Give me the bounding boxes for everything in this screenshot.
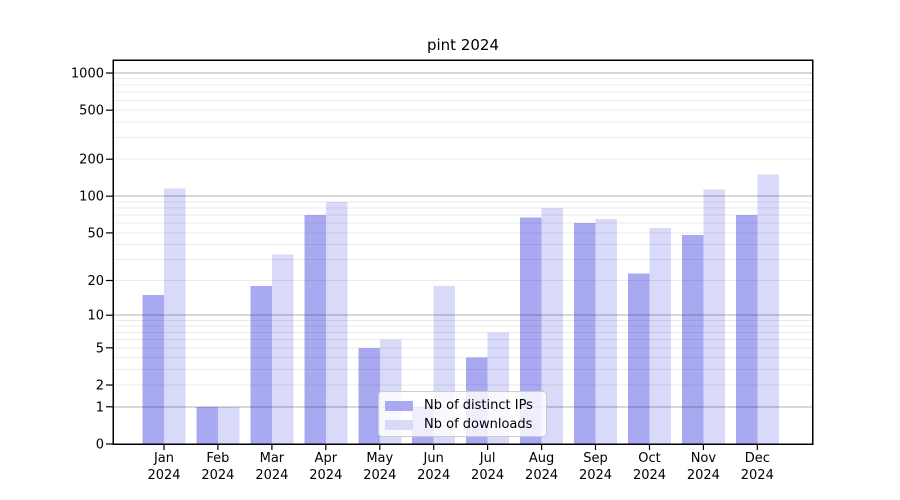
bar-distinct-ips-may (358, 347, 380, 444)
y-tick-label-1: 1 (96, 400, 104, 415)
bar-distinct-ips-jan (142, 295, 164, 444)
x-tick-label-year-oct: 2024 (633, 468, 666, 483)
bar-downloads-jan (164, 188, 186, 444)
bar-distinct-ips-feb (196, 406, 218, 444)
x-tick-label-year-aug: 2024 (525, 468, 558, 483)
legend-label-distinct-ips: Nb of distinct IPs (424, 398, 533, 413)
bar-downloads-oct (649, 227, 671, 444)
bar-distinct-ips-mar (250, 285, 272, 444)
x-tick-label-year-nov: 2024 (687, 468, 720, 483)
x-tick-label-year-jun: 2024 (417, 468, 450, 483)
y-tick-label-1000: 1000 (71, 67, 104, 82)
x-tick-label-jul: Jul (479, 451, 496, 466)
legend-swatch-distinct-ips (385, 400, 413, 411)
x-tick-label-year-jul: 2024 (471, 468, 504, 483)
y-tick-label-500: 500 (79, 104, 104, 119)
chart-title: pint 2024 (426, 36, 500, 54)
legend-item-distinct-ips: Nb of distinct IPs (385, 396, 546, 415)
y-tick-label-10: 10 (87, 309, 104, 324)
bar-distinct-ips-dec (735, 215, 758, 444)
bar-downloads-aug (541, 208, 564, 444)
x-tick-label-jan: Jan (153, 451, 174, 466)
bar-downloads-mar (271, 254, 294, 444)
legend: Nb of distinct IPs Nb of downloads (378, 391, 547, 437)
x-tick-label-sep: Sep (583, 451, 608, 466)
bar-distinct-ips-nov (681, 235, 704, 444)
x-tick-label-mar: Mar (260, 451, 285, 466)
x-tick-label-feb: Feb (206, 451, 229, 466)
bar-distinct-ips-oct (628, 273, 650, 444)
legend-swatch-downloads (385, 419, 413, 430)
bar-distinct-ips-sep (574, 223, 596, 444)
x-tick-label-dec: Dec (745, 451, 770, 466)
bar-downloads-dec (757, 174, 779, 444)
y-tick-label-20: 20 (87, 274, 104, 289)
legend-label-downloads: Nb of downloads (424, 417, 533, 432)
x-tick-label-year-dec: 2024 (741, 468, 774, 483)
bar-downloads-feb (217, 406, 240, 444)
x-tick-label-year-feb: 2024 (201, 468, 234, 483)
x-tick-label-may: May (366, 451, 393, 466)
x-tick-label-year-sep: 2024 (579, 468, 612, 483)
bar-downloads-sep (595, 219, 617, 444)
x-tick-label-oct: Oct (638, 451, 660, 466)
legend-item-downloads: Nb of downloads (385, 415, 546, 434)
bar-distinct-ips-aug (520, 217, 542, 444)
x-tick-label-jun: Jun (423, 451, 444, 466)
bar-downloads-nov (703, 189, 725, 444)
y-tick-label-5: 5 (96, 341, 104, 356)
x-tick-label-apr: Apr (315, 451, 338, 466)
x-tick-label-year-apr: 2024 (309, 468, 342, 483)
x-tick-label-year-mar: 2024 (255, 468, 288, 483)
x-tick-label-nov: Nov (691, 451, 717, 466)
y-tick-label-0: 0 (96, 438, 104, 453)
axes-frame (112, 59, 814, 445)
bar-distinct-ips-apr (304, 215, 326, 444)
y-tick-label-2: 2 (96, 379, 104, 394)
x-tick-label-aug: Aug (529, 451, 554, 466)
x-tick-label-year-jan: 2024 (147, 468, 180, 483)
y-tick-label-100: 100 (79, 190, 104, 205)
x-tick-label-year-may: 2024 (363, 468, 396, 483)
bar-downloads-apr (325, 201, 348, 444)
y-tick-label-200: 200 (79, 153, 104, 168)
y-tick-label-50: 50 (87, 226, 104, 241)
